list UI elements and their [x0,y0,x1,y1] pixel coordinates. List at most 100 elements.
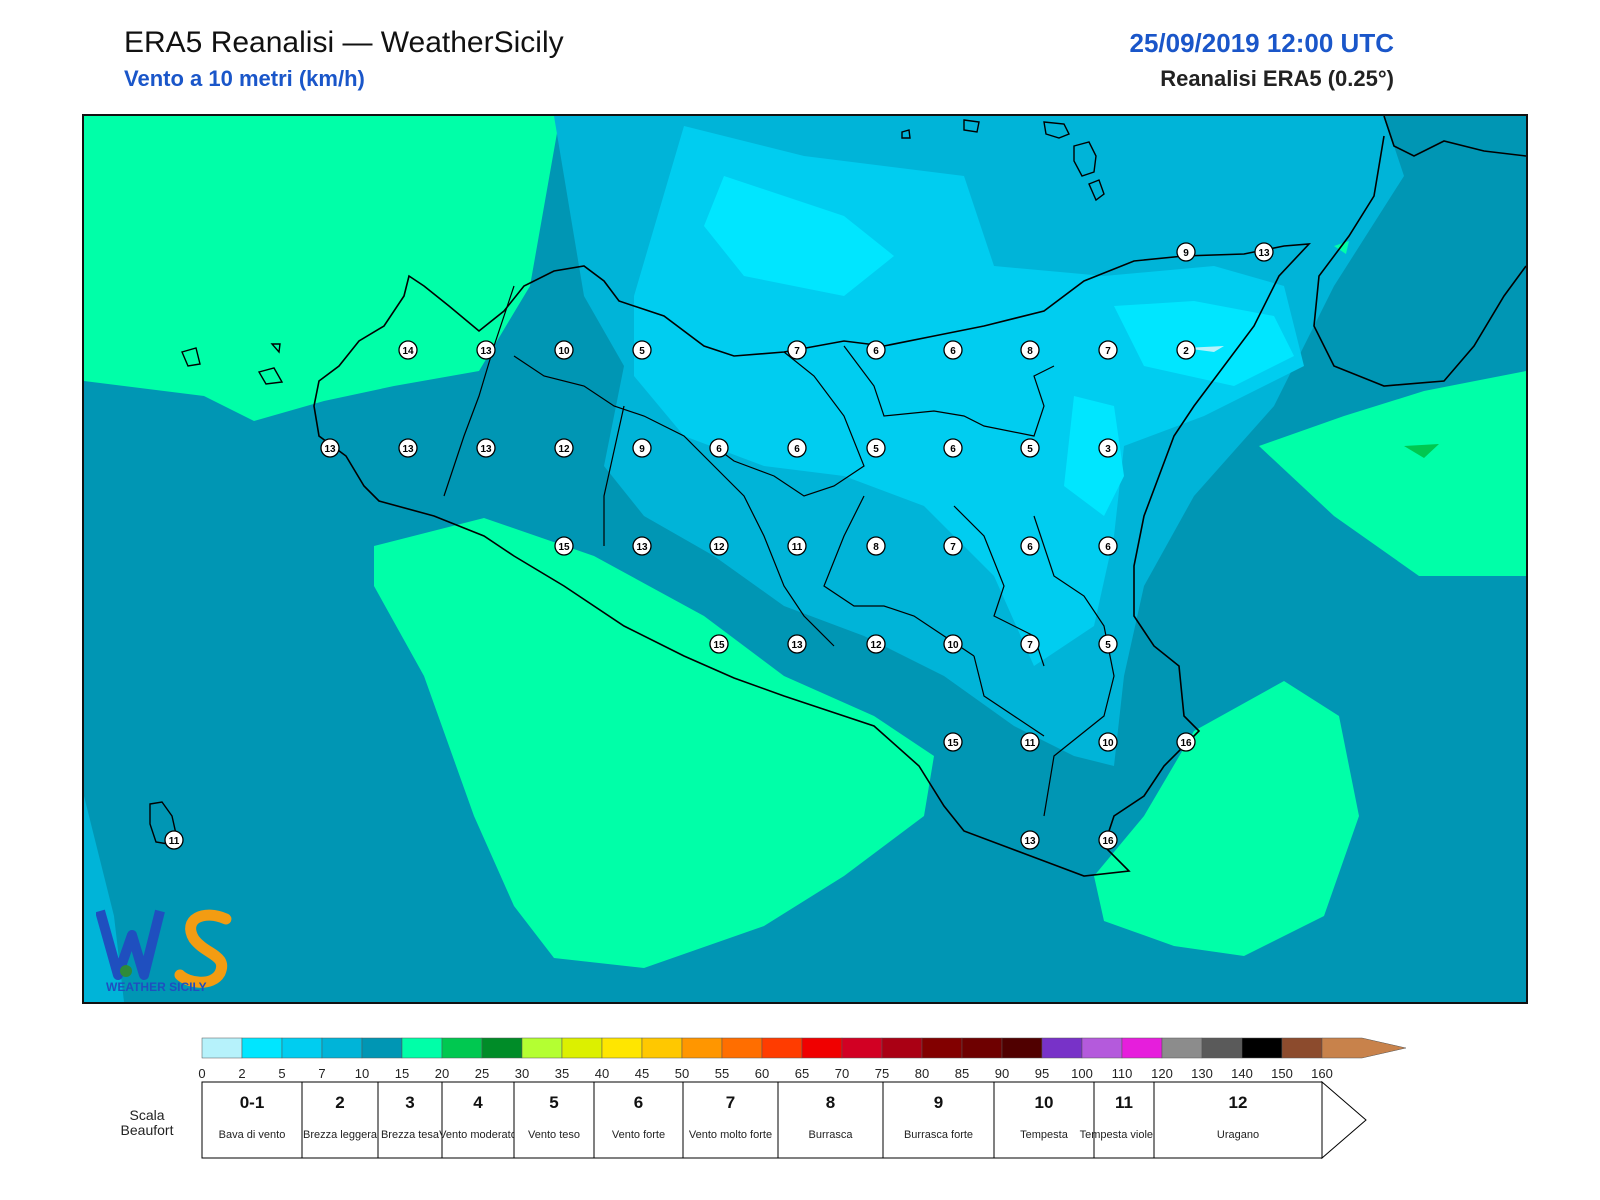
station-value: 5 [1105,640,1111,651]
beaufort-number: 8 [826,1093,835,1112]
station-marker[interactable]: 15 [943,732,963,752]
station-marker[interactable]: 6 [943,340,963,360]
station-marker[interactable]: 12 [866,634,886,654]
station-marker[interactable]: 13 [476,438,496,458]
beaufort-class: 9 Burrasca forte [882,1081,995,1159]
station-marker[interactable]: 6 [1098,536,1118,556]
station-marker[interactable]: 13 [1254,242,1274,262]
station-value: 9 [639,444,645,455]
station-marker[interactable]: 12 [709,536,729,556]
station-marker[interactable]: 2 [1176,340,1196,360]
colorbar-tick-label: 30 [515,1066,529,1081]
calabria-coastline [1313,116,1526,387]
station-value: 12 [558,444,570,455]
station-marker[interactable]: 6 [943,438,963,458]
station-value: 13 [480,444,492,455]
colorbar-segment [801,1037,843,1059]
colorbar-segment [721,1037,763,1059]
station-marker[interactable]: 10 [554,340,574,360]
colorbar-segment [1241,1037,1283,1059]
station-value: 6 [950,346,956,357]
station-value: 6 [873,346,879,357]
colorbar-tick-label: 110 [1112,1066,1133,1081]
station-marker[interactable]: 13 [320,438,340,458]
colorbar-segment [1201,1037,1243,1059]
station-marker[interactable]: 7 [943,536,963,556]
station-value: 7 [1105,346,1111,357]
station-value: 6 [1027,542,1033,553]
colorbar-arrow [1321,1037,1407,1059]
wind-patch-ne [1334,241,1349,254]
station-marker[interactable]: 13 [787,634,807,654]
colorbar-tick-label: 100 [1071,1066,1093,1081]
station-marker[interactable]: 3 [1098,438,1118,458]
beaufort-number: 10 [1035,1093,1054,1112]
colorbar-segment [561,1037,603,1059]
station-marker[interactable]: 10 [943,634,963,654]
wind-band-north-calabria [1414,116,1526,316]
colorbar-segment [961,1037,1003,1059]
station-marker[interactable]: 9 [632,438,652,458]
station-marker[interactable]: 7 [1098,340,1118,360]
colorbar-segment [1121,1037,1163,1059]
beaufort-description: Brezza tesa [381,1129,440,1141]
colorbar-tick-label: 65 [795,1066,809,1081]
station-value: 16 [1102,836,1114,847]
station-marker[interactable]: 14 [398,340,418,360]
wind-band-15-20-nw [84,116,560,421]
beaufort-number: 2 [335,1093,344,1112]
wind-band-2-5-east [1064,396,1124,516]
colorbar-segment [881,1037,923,1059]
station-marker[interactable]: 6 [709,438,729,458]
wind-band-15-20-south [374,518,934,968]
station-marker[interactable]: 13 [1020,830,1040,850]
station-marker[interactable]: 10 [1098,732,1118,752]
station-value: 6 [716,444,722,455]
station-value: 15 [947,738,959,749]
colorbar-tick-label: 0 [198,1066,205,1081]
colorbar-tick-label: 55 [715,1066,729,1081]
station-marker[interactable]: 16 [1176,732,1196,752]
station-marker[interactable]: 15 [554,536,574,556]
colorbar-tick-label: 7 [318,1066,325,1081]
station-value: 12 [870,640,882,651]
station-marker[interactable]: 5 [1020,438,1040,458]
beaufort-description: Brezza leggera [303,1129,378,1141]
station-marker[interactable]: 6 [1020,536,1040,556]
station-value: 5 [1027,444,1033,455]
station-marker[interactable]: 8 [866,536,886,556]
station-marker[interactable]: 11 [1020,732,1040,752]
beaufort-description: Uragano [1217,1129,1259,1141]
station-marker[interactable]: 16 [1098,830,1118,850]
station-value: 8 [873,542,879,553]
station-marker[interactable]: 11 [164,830,184,850]
colorbar-tick-label: 140 [1231,1066,1253,1081]
station-value: 13 [636,542,648,553]
wind-band-15-20-east [1259,371,1526,576]
station-marker[interactable]: 7 [1020,634,1040,654]
station-value: 12 [713,542,725,553]
station-marker[interactable]: 9 [1176,242,1196,262]
wind-map[interactable]: 9 13 14 13 10 5 7 6 6 8 7 2 13 13 13 12 9 6 6 5 6 5 3 15 13 12 11 8… [82,114,1528,1004]
station-value: 10 [1102,738,1114,749]
station-marker[interactable]: 8 [1020,340,1040,360]
beaufort-class: 3 Brezza tesa [377,1081,443,1159]
station-marker[interactable]: 12 [554,438,574,458]
station-marker[interactable]: 5 [632,340,652,360]
wind-patch-20-25 [1404,444,1439,458]
station-marker[interactable]: 13 [398,438,418,458]
station-marker[interactable]: 13 [476,340,496,360]
station-marker[interactable]: 7 [787,340,807,360]
beaufort-scale: 0-1 Bava di vento 2 Brezza leggera 3 Brezza t… [201,1080,1367,1160]
colorbar-segment [1041,1037,1083,1059]
station-marker[interactable]: 5 [866,438,886,458]
station-marker[interactable]: 15 [709,634,729,654]
beaufort-number: 7 [726,1093,735,1112]
station-marker[interactable]: 6 [866,340,886,360]
station-marker[interactable]: 5 [1098,634,1118,654]
station-marker[interactable]: 13 [632,536,652,556]
station-marker[interactable]: 11 [787,536,807,556]
colorbar-segment [1081,1037,1123,1059]
station-value: 9 [1183,248,1189,259]
station-marker[interactable]: 6 [787,438,807,458]
